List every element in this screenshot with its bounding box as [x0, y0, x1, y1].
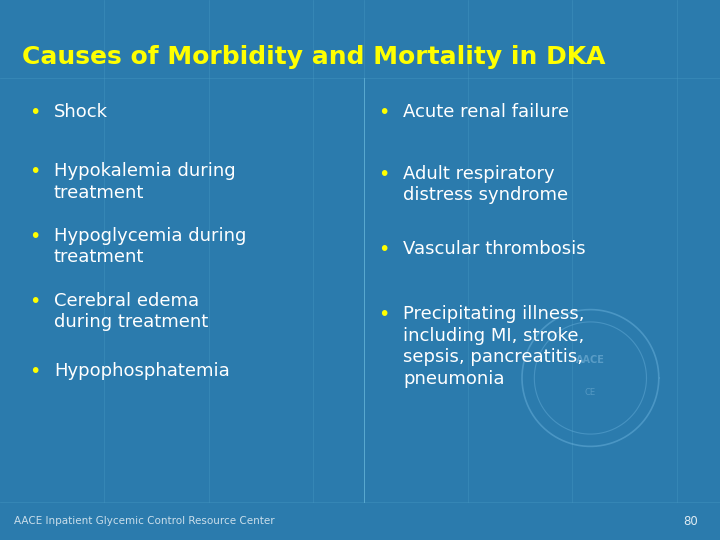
- Text: Causes of Morbidity and Mortality in DKA: Causes of Morbidity and Mortality in DKA: [22, 45, 605, 69]
- Text: •: •: [378, 240, 390, 259]
- Text: Acute renal failure: Acute renal failure: [403, 103, 570, 120]
- Text: •: •: [29, 103, 40, 122]
- Text: CE: CE: [585, 388, 596, 397]
- Text: •: •: [378, 103, 390, 122]
- Text: Adult respiratory
distress syndrome: Adult respiratory distress syndrome: [403, 165, 568, 204]
- Text: Vascular thrombosis: Vascular thrombosis: [403, 240, 586, 258]
- Text: Shock: Shock: [54, 103, 108, 120]
- Text: Precipitating illness,
including MI, stroke,
sepsis, pancreatitis,
pneumonia: Precipitating illness, including MI, str…: [403, 305, 585, 388]
- Text: AACE Inpatient Glycemic Control Resource Center: AACE Inpatient Glycemic Control Resource…: [14, 516, 275, 526]
- Text: Cerebral edema
during treatment: Cerebral edema during treatment: [54, 292, 208, 331]
- Text: •: •: [29, 162, 40, 181]
- Text: •: •: [378, 165, 390, 184]
- Text: 80: 80: [684, 515, 698, 528]
- Text: •: •: [29, 227, 40, 246]
- Text: •: •: [29, 292, 40, 310]
- Text: AACE: AACE: [576, 355, 605, 365]
- Text: Hypoglycemia during
treatment: Hypoglycemia during treatment: [54, 227, 246, 266]
- Text: Hypokalemia during
treatment: Hypokalemia during treatment: [54, 162, 235, 201]
- Text: Hypophosphatemia: Hypophosphatemia: [54, 362, 230, 380]
- Text: •: •: [378, 305, 390, 324]
- Text: •: •: [29, 362, 40, 381]
